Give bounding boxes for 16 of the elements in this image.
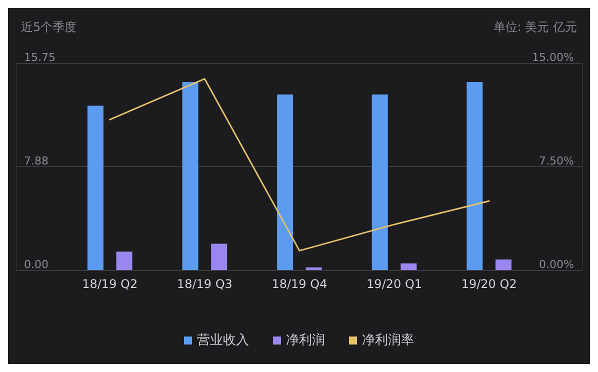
- x-tick-label: 18/19 Q3: [176, 277, 232, 291]
- x-tick-label: 19/20 Q2: [461, 277, 517, 291]
- legend-label: 营业收入: [197, 333, 249, 348]
- y2-tick-label: 0.00%: [539, 258, 574, 271]
- y-tick-label: 15.75: [24, 51, 56, 64]
- legend-label: 净利润: [286, 333, 325, 348]
- legend-label: 净利润率: [362, 332, 414, 348]
- chart-subtitle: 单位: 美元 亿元: [493, 20, 577, 34]
- x-tick-label: 18/19 Q2: [82, 277, 138, 291]
- y-tick-label: 7.88: [24, 154, 48, 168]
- y2-tick-label: 7.50%: [539, 154, 574, 168]
- y-tick-label: 0.00: [24, 258, 48, 271]
- x-tick-label: 18/19 Q4: [272, 277, 328, 291]
- x-tick-label: 19/20 Q1: [366, 277, 422, 291]
- chart-title: 近5个季度: [21, 20, 77, 34]
- y2-tick-label: 15.00%: [532, 51, 574, 64]
